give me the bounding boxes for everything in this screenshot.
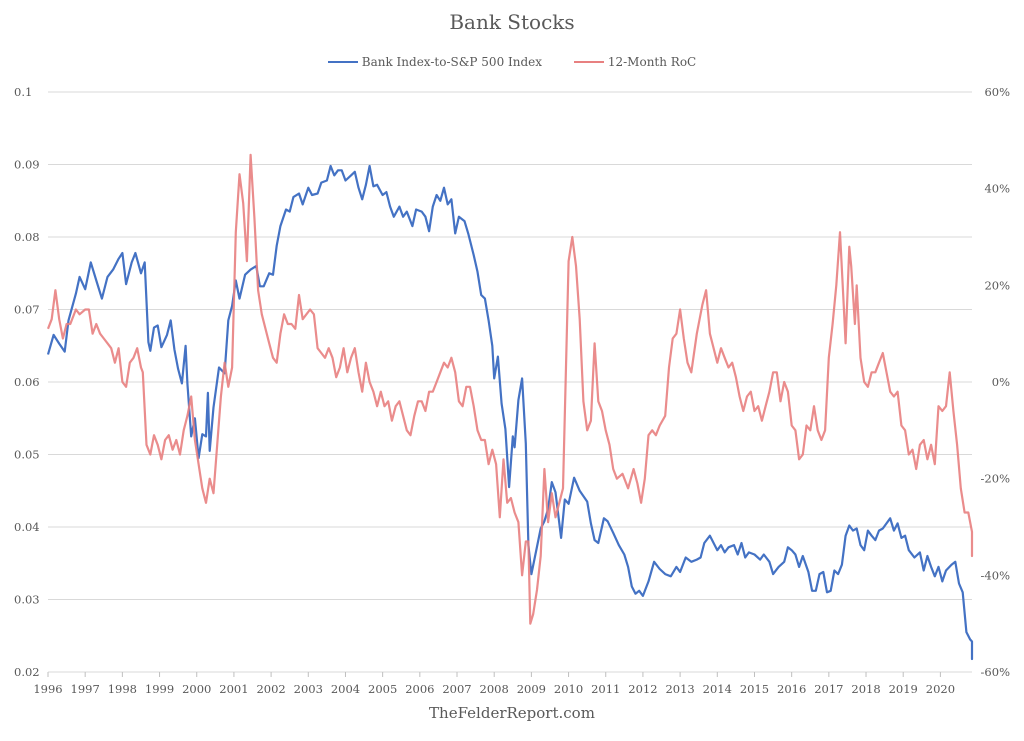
x-tick-label: 2019: [889, 682, 918, 696]
x-tick-label: 2002: [256, 682, 285, 696]
x-tick-label: 2003: [294, 682, 323, 696]
y-right-tick-label: -20%: [981, 472, 1011, 486]
x-tick-label: 2010: [554, 682, 583, 696]
y-left-tick-label: 0.04: [14, 520, 40, 534]
x-tick-label: 2008: [480, 682, 509, 696]
x-tick-label: 2017: [814, 682, 843, 696]
y-right-tick-label: 40%: [984, 182, 1010, 196]
y-left-tick-label: 0.07: [14, 303, 40, 317]
legend-label-roc: 12-Month RoC: [607, 55, 697, 69]
x-tick-label: 2015: [740, 682, 769, 696]
x-tick-label: 2018: [851, 682, 880, 696]
legend-item-roc: 12-Month RoC: [573, 55, 697, 69]
series-line-roc: [46, 153, 974, 625]
legend-swatch-bank-index: [327, 61, 358, 63]
y-left-tick-label: 0.09: [14, 158, 40, 172]
x-tick-label: 1998: [108, 682, 137, 696]
x-tick-label: 2004: [331, 682, 360, 696]
y-right-tick-label: 0%: [992, 375, 1010, 389]
y-left-tick-label: 0.08: [14, 230, 40, 244]
y-right-tick-label: -60%: [981, 665, 1011, 679]
x-tick-label: 2000: [182, 682, 211, 696]
x-tick-label: 1996: [33, 682, 62, 696]
y-left-tick-label: 0.1: [14, 85, 32, 99]
y-left-tick-label: 0.05: [14, 448, 40, 462]
x-tick-label: 2014: [703, 682, 732, 696]
legend-item-bank-index: Bank Index-to-S&P 500 Index: [327, 55, 543, 69]
x-tick-label: 2013: [665, 682, 694, 696]
x-tick-label: 2012: [628, 682, 657, 696]
y-left-tick-label: 0.03: [14, 593, 40, 607]
y-right-tick-label: -40%: [981, 568, 1011, 582]
legend-label-bank-index: Bank Index-to-S&P 500 Index: [361, 55, 543, 69]
source-credit: TheFelderReport.com: [429, 704, 595, 722]
x-tick-label: 2001: [219, 682, 248, 696]
x-tick-label: 2005: [368, 682, 397, 696]
x-tick-label: 2006: [405, 682, 434, 696]
y-left-tick-label: 0.06: [14, 375, 40, 389]
x-tick-label: 1999: [145, 682, 174, 696]
y-left-tick-label: 0.02: [14, 665, 40, 679]
series-line-bank-index: [46, 164, 974, 661]
legend: Bank Index-to-S&P 500 Index 12-Month RoC: [0, 52, 1024, 69]
x-tick-label: 2007: [442, 682, 471, 696]
x-tick-label: 2009: [517, 682, 546, 696]
x-tick-label: 2016: [777, 682, 806, 696]
legend-swatch-roc: [573, 61, 604, 63]
x-tick-label: 2011: [591, 682, 620, 696]
y-right-tick-label: 20%: [984, 278, 1010, 292]
chart-title: Bank Stocks: [449, 10, 575, 34]
y-right-tick-label: 60%: [984, 85, 1010, 99]
x-tick-label: 2020: [926, 682, 955, 696]
x-tick-label: 1997: [71, 682, 100, 696]
